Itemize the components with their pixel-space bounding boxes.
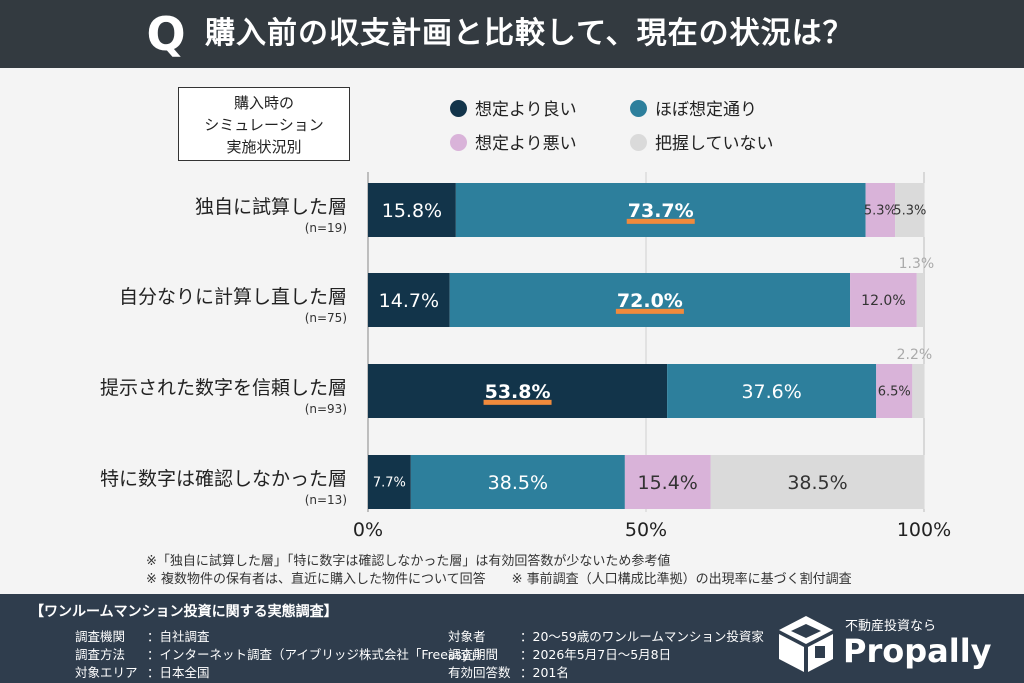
info-label: 調査機関 — [75, 629, 126, 644]
sim-box-line: シミュレーション — [204, 116, 324, 134]
category-n-label: (n=13) — [305, 493, 347, 507]
bar-segment — [667, 364, 877, 418]
bar-segment — [850, 273, 917, 327]
x-tick-label: 0% — [353, 519, 383, 541]
legend-swatch — [450, 133, 467, 151]
data-label: 5.3% — [864, 204, 897, 219]
bar-segment — [449, 273, 851, 327]
info-label: 有効回答数 — [448, 665, 511, 680]
data-label: 15.8% — [382, 200, 442, 222]
brand-name: Propally — [843, 632, 992, 670]
data-label: 5.3% — [893, 204, 926, 219]
brand-logo: 不動産投資なら Propally — [775, 610, 1015, 680]
data-label: 37.6% — [741, 381, 801, 403]
info-label: 調査期間 — [448, 647, 499, 662]
legend-item-better: 想定より良い — [450, 98, 577, 122]
bar-segment — [876, 364, 913, 418]
info-value: ：日本全国 — [147, 665, 210, 680]
survey-info-row: 調査機関 ：自社調査 — [75, 626, 210, 645]
survey-info-row: 有効回答数 ：201名 — [448, 662, 569, 681]
survey-info-row: 調査期間 ：2026年5月7日〜5月8日 — [448, 644, 671, 663]
bar-segment — [895, 183, 925, 237]
survey-info-row: 調査方法 ：インターネット調査（アイブリッジ株式会社「Freeasy」） — [75, 644, 488, 663]
simulation-status-box: 購入時の シミュレーション 実施状況別 — [178, 87, 350, 161]
bar-segment — [368, 455, 411, 509]
bar-segment — [455, 183, 866, 237]
data-label: 1.3% — [899, 256, 935, 272]
survey-footer: 【ワンルームマンション投資に関する実態調査】 調査機関 ：自社調査 調査方法 ：イン… — [0, 594, 1024, 683]
highlight-underline — [626, 218, 695, 224]
legend-swatch — [630, 133, 647, 151]
house-box-icon — [779, 616, 833, 672]
legend-item-unknown: 把握していない — [630, 132, 774, 156]
data-label: 15.4% — [638, 472, 698, 494]
category-n-label: (n=93) — [305, 402, 347, 416]
legend-label: 把握していない — [655, 134, 774, 154]
data-label: 38.5% — [488, 472, 548, 494]
sim-box-line: 購入時の — [233, 94, 294, 112]
info-value: ：自社調査 — [147, 629, 210, 644]
legend-item-worse: 想定より悪い — [450, 132, 577, 156]
chart-legend: 想定より良い ほぼ想定通り 想定より悪い 把握していない — [390, 98, 810, 168]
category-label: 提示された数字を信頼した層 — [100, 377, 347, 399]
survey-info-row: 対象者 ：20〜59歳のワンルームマンション投資家 — [448, 626, 764, 645]
bar-segment — [368, 183, 456, 237]
info-label: 調査方法 — [75, 647, 126, 662]
sim-box-line: 実施状況別 — [226, 138, 302, 156]
bar-segment — [368, 273, 450, 327]
question-mark: Q — [146, 7, 186, 61]
survey-info-row: 対象エリア ：日本全国 — [75, 662, 210, 681]
highlight-underline — [615, 308, 684, 314]
legend-swatch — [450, 99, 467, 117]
category-label: 自分なりに計算し直した層 — [119, 286, 347, 308]
bar-segment — [916, 273, 924, 327]
bar-segment — [912, 364, 925, 418]
category-label: 独自に試算した層 — [195, 196, 347, 218]
info-label: 対象エリア — [75, 665, 138, 680]
info-label: 対象者 — [448, 629, 486, 644]
data-label: 2.2% — [897, 347, 933, 363]
data-label: 38.5% — [787, 472, 847, 494]
chart-notes: ※「独自に試算した層」「特に数字は確認しなかった層」は有効回答数が少ないため参考… — [146, 553, 852, 589]
legend-label: 想定より悪い — [475, 134, 577, 154]
category-label: 特に数字は確認しなかった層 — [100, 468, 347, 490]
x-tick-label: 100% — [897, 519, 951, 541]
note-line: ※「独自に試算した層」「特に数字は確認しなかった層」は有効回答数が少ないため参考… — [146, 554, 671, 569]
bar-segment — [710, 455, 925, 509]
info-value: ：2026年5月7日〜5月8日 — [520, 647, 672, 662]
category-n-label: (n=75) — [305, 311, 347, 325]
legend-swatch — [630, 99, 647, 117]
data-label: 73.7% — [628, 200, 694, 222]
bar-segment — [410, 455, 625, 509]
info-value: ：201名 — [520, 665, 569, 680]
bar-segment — [865, 183, 896, 237]
bar-segment — [624, 455, 711, 509]
legend-label: 想定より良い — [475, 100, 577, 120]
bar-segment — [368, 364, 668, 418]
data-label: 72.0% — [617, 290, 683, 312]
data-label: 12.0% — [861, 293, 905, 309]
note-line: ※ 複数物件の保有者は、直近に購入した物件について回答 ※ 事前調査（人口構成比… — [146, 572, 852, 587]
page-title: 購入前の収支計画と比較して、現在の状況は？ — [205, 16, 854, 51]
category-n-label: (n=19) — [305, 221, 347, 235]
info-value: ：インターネット調査（アイブリッジ株式会社「Freeasy」） — [147, 647, 489, 662]
brand-tagline: 不動産投資なら — [845, 619, 937, 634]
x-tick-label: 50% — [625, 519, 667, 541]
legend-item-as-expected: ほぼ想定通り — [630, 98, 757, 122]
data-label: 14.7% — [379, 290, 439, 312]
data-label: 7.7% — [373, 476, 406, 491]
header-bar: Q 購入前の収支計画と比較して、現在の状況は？ — [0, 0, 1024, 68]
data-label: 6.5% — [878, 385, 911, 400]
highlight-underline — [483, 399, 552, 405]
legend-label: ほぼ想定通り — [655, 100, 757, 120]
info-value: ：20〜59歳のワンルームマンション投資家 — [520, 629, 764, 644]
survey-title: 【ワンルームマンション投資に関する実態調査】 — [30, 604, 338, 620]
data-label: 53.8% — [485, 381, 551, 403]
